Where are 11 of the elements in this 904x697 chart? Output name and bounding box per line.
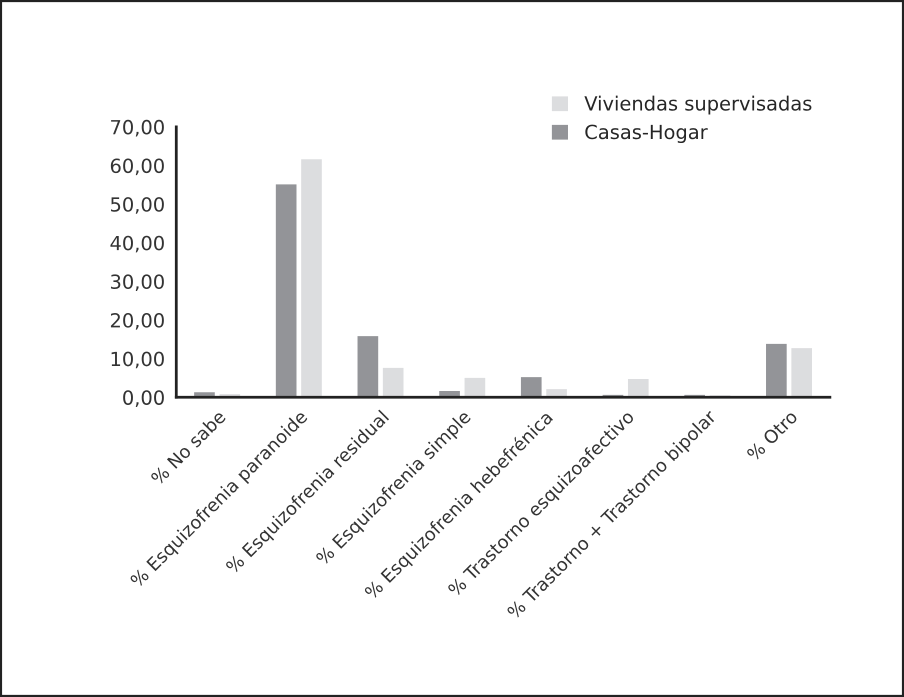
y-tick-label: 60,00 (110, 158, 164, 176)
legend-label: Viviendas supervisadas (584, 96, 812, 114)
y-tick-label: 20,00 (110, 312, 164, 330)
legend-label: Casas-Hogar (585, 124, 708, 144)
y-tick-label: 0,00 (123, 390, 164, 407)
y-tick-label: 30,00 (110, 274, 164, 292)
x-tick-label: % Otro (746, 409, 798, 462)
y-tick-label: 70,00 (111, 120, 164, 136)
y-tick-label: 50,00 (111, 197, 164, 214)
y-tick-label: 40,00 (110, 236, 164, 252)
y-tick-label: 10,00 (112, 352, 164, 368)
